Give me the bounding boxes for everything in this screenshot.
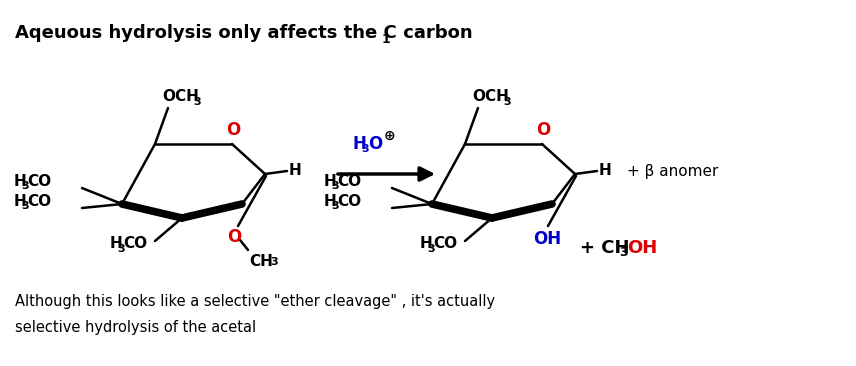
- Text: H: H: [324, 173, 336, 188]
- Text: O: O: [536, 121, 550, 139]
- Text: Although this looks like a selective "ether cleavage" , it's actually: Although this looks like a selective "et…: [15, 294, 495, 309]
- Text: selective hydrolysis of the acetal: selective hydrolysis of the acetal: [15, 320, 256, 335]
- Text: 3: 3: [619, 246, 627, 259]
- Text: CH: CH: [249, 254, 273, 269]
- Text: H: H: [14, 194, 27, 209]
- Text: carbon: carbon: [397, 24, 473, 42]
- Text: 1: 1: [382, 33, 390, 46]
- Text: 3: 3: [117, 244, 125, 254]
- Text: 3: 3: [21, 201, 28, 211]
- Text: CO: CO: [337, 194, 361, 209]
- Text: 3: 3: [21, 181, 28, 191]
- Text: OCH: OCH: [472, 89, 508, 104]
- Text: H: H: [110, 236, 122, 251]
- Text: CO: CO: [337, 173, 361, 188]
- Text: ⊕: ⊕: [384, 129, 395, 143]
- Text: 3: 3: [503, 97, 511, 107]
- Text: CO: CO: [433, 236, 457, 251]
- Text: H: H: [289, 163, 302, 178]
- Text: 3: 3: [361, 144, 369, 154]
- Text: H: H: [324, 194, 336, 209]
- Text: O: O: [368, 135, 383, 153]
- Text: 3: 3: [331, 201, 339, 211]
- Text: OH: OH: [627, 239, 657, 257]
- Text: CO: CO: [27, 173, 51, 188]
- Text: 3: 3: [427, 244, 435, 254]
- Text: 3: 3: [331, 181, 339, 191]
- Text: + β anomer: + β anomer: [627, 164, 718, 179]
- Text: O: O: [226, 121, 241, 139]
- Text: OCH: OCH: [162, 89, 199, 104]
- Text: CO: CO: [123, 236, 147, 251]
- Text: H: H: [599, 163, 612, 178]
- Text: Aqeuous hydrolysis only affects the C: Aqeuous hydrolysis only affects the C: [15, 24, 396, 42]
- Text: + CH: + CH: [580, 239, 629, 257]
- Text: CO: CO: [27, 194, 51, 209]
- Text: H: H: [420, 236, 433, 251]
- Text: OH: OH: [533, 230, 561, 248]
- Text: H: H: [14, 173, 27, 188]
- Text: O: O: [227, 228, 241, 246]
- Text: 3: 3: [270, 257, 277, 267]
- Text: H: H: [352, 135, 366, 153]
- Text: 3: 3: [193, 97, 200, 107]
